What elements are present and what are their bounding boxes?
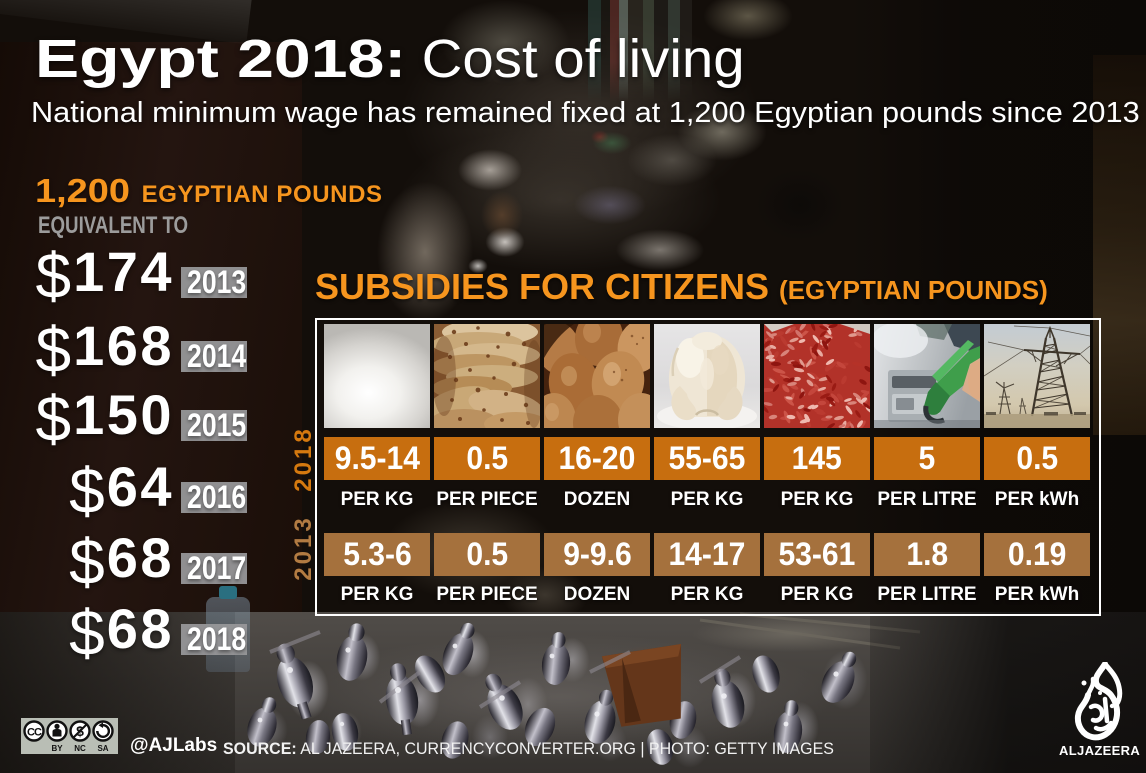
svg-text:CC: CC bbox=[27, 727, 42, 739]
svg-text:SA: SA bbox=[97, 744, 108, 753]
svg-text:BY: BY bbox=[51, 744, 63, 753]
svg-text:NC: NC bbox=[74, 744, 86, 753]
